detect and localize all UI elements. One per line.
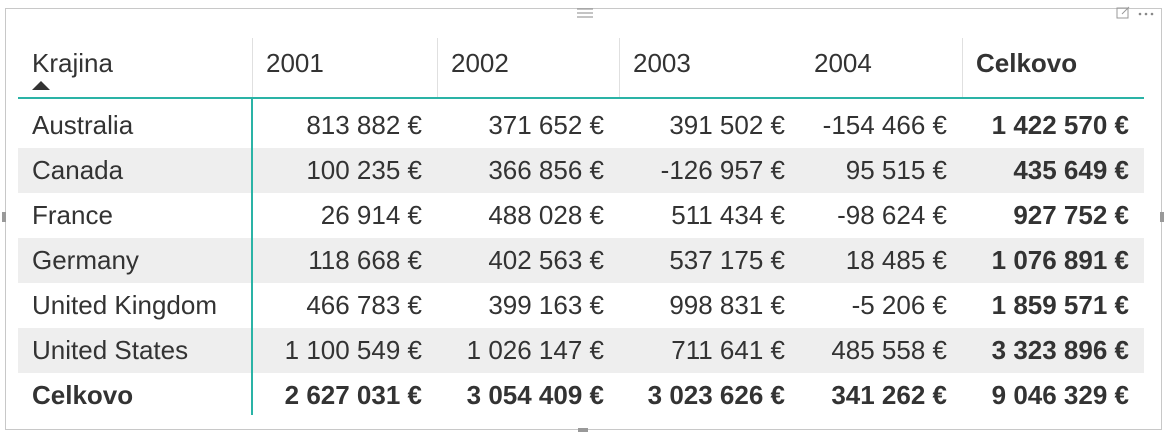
- value-cell: 927 752 €: [1013, 200, 1129, 230]
- value-cell: 1 076 891 €: [991, 245, 1129, 275]
- value-cell: 466 783 €: [306, 290, 422, 320]
- value-cell: -126 957 €: [660, 155, 785, 185]
- value-cell: 485 558 €: [831, 335, 947, 365]
- value-cell: 488 028 €: [488, 200, 604, 230]
- value-cell: 537 175 €: [669, 245, 785, 275]
- column-header: 2002: [451, 48, 509, 78]
- focus-mode-icon[interactable]: [1116, 6, 1132, 20]
- header-separator: [437, 38, 438, 98]
- value-cell: 1 422 570 €: [991, 110, 1129, 140]
- row-background: [18, 328, 1144, 373]
- value-cell: 371 652 €: [488, 110, 604, 140]
- row-header: Celkovo: [32, 380, 134, 410]
- value-cell: 399 163 €: [488, 290, 604, 320]
- row-header: Australia: [32, 110, 134, 140]
- value-cell: 366 856 €: [488, 155, 604, 185]
- value-cell: 100 235 €: [306, 155, 422, 185]
- value-cell: 26 914 €: [320, 200, 422, 230]
- resize-handle[interactable]: [578, 428, 588, 432]
- header-separator: [962, 38, 963, 98]
- value-cell: -98 624 €: [837, 200, 947, 230]
- value-cell: 341 262 €: [831, 380, 947, 410]
- value-cell: 1 859 571 €: [991, 290, 1129, 320]
- drag-handle[interactable]: [576, 5, 594, 19]
- row-header: France: [32, 200, 113, 230]
- resize-handle[interactable]: [2, 212, 6, 222]
- header-separator: [619, 38, 620, 98]
- header-underline: [18, 97, 1144, 99]
- value-cell: 813 882 €: [306, 110, 422, 140]
- sort-arrow: [32, 81, 50, 90]
- value-cell: 1 026 147 €: [466, 335, 604, 365]
- value-cell: 391 502 €: [669, 110, 785, 140]
- value-cell: 3 023 626 €: [647, 380, 785, 410]
- value-cell: -5 206 €: [851, 290, 947, 320]
- value-cell: 9 046 329 €: [991, 380, 1129, 410]
- value-cell: 402 563 €: [488, 245, 604, 275]
- value-cell: 118 668 €: [308, 245, 422, 275]
- value-cell: 1 100 549 €: [284, 335, 422, 365]
- resize-handle[interactable]: [1160, 212, 1164, 222]
- value-cell: -154 466 €: [822, 110, 947, 140]
- column-header: 2003: [633, 48, 691, 78]
- value-cell: 435 649 €: [1013, 155, 1129, 185]
- header-separator: [252, 38, 253, 98]
- more-options-icon[interactable]: [1137, 6, 1157, 20]
- value-cell: 3 323 896 €: [991, 335, 1129, 365]
- value-cell: 18 485 €: [845, 245, 947, 275]
- row-header: United States: [32, 335, 189, 365]
- row-header: Canada: [32, 155, 124, 185]
- column-header[interactable]: Krajina: [32, 48, 113, 78]
- row-background: [18, 238, 1144, 283]
- value-cell: 2 627 031 €: [284, 380, 422, 410]
- value-cell: 3 054 409 €: [466, 380, 604, 410]
- row-header: United Kingdom: [32, 290, 217, 320]
- row-header-divider: [251, 99, 253, 415]
- column-header: 2004: [814, 48, 872, 78]
- value-cell: 711 641 €: [671, 335, 785, 365]
- value-cell: 95 515 €: [845, 155, 947, 185]
- row-header: Germany: [32, 245, 139, 275]
- row-background: [18, 148, 1144, 193]
- value-cell: 511 434 €: [671, 200, 785, 230]
- value-cell: 998 831 €: [669, 290, 785, 320]
- column-header: Celkovo: [976, 48, 1078, 78]
- column-header: 2001: [266, 48, 324, 78]
